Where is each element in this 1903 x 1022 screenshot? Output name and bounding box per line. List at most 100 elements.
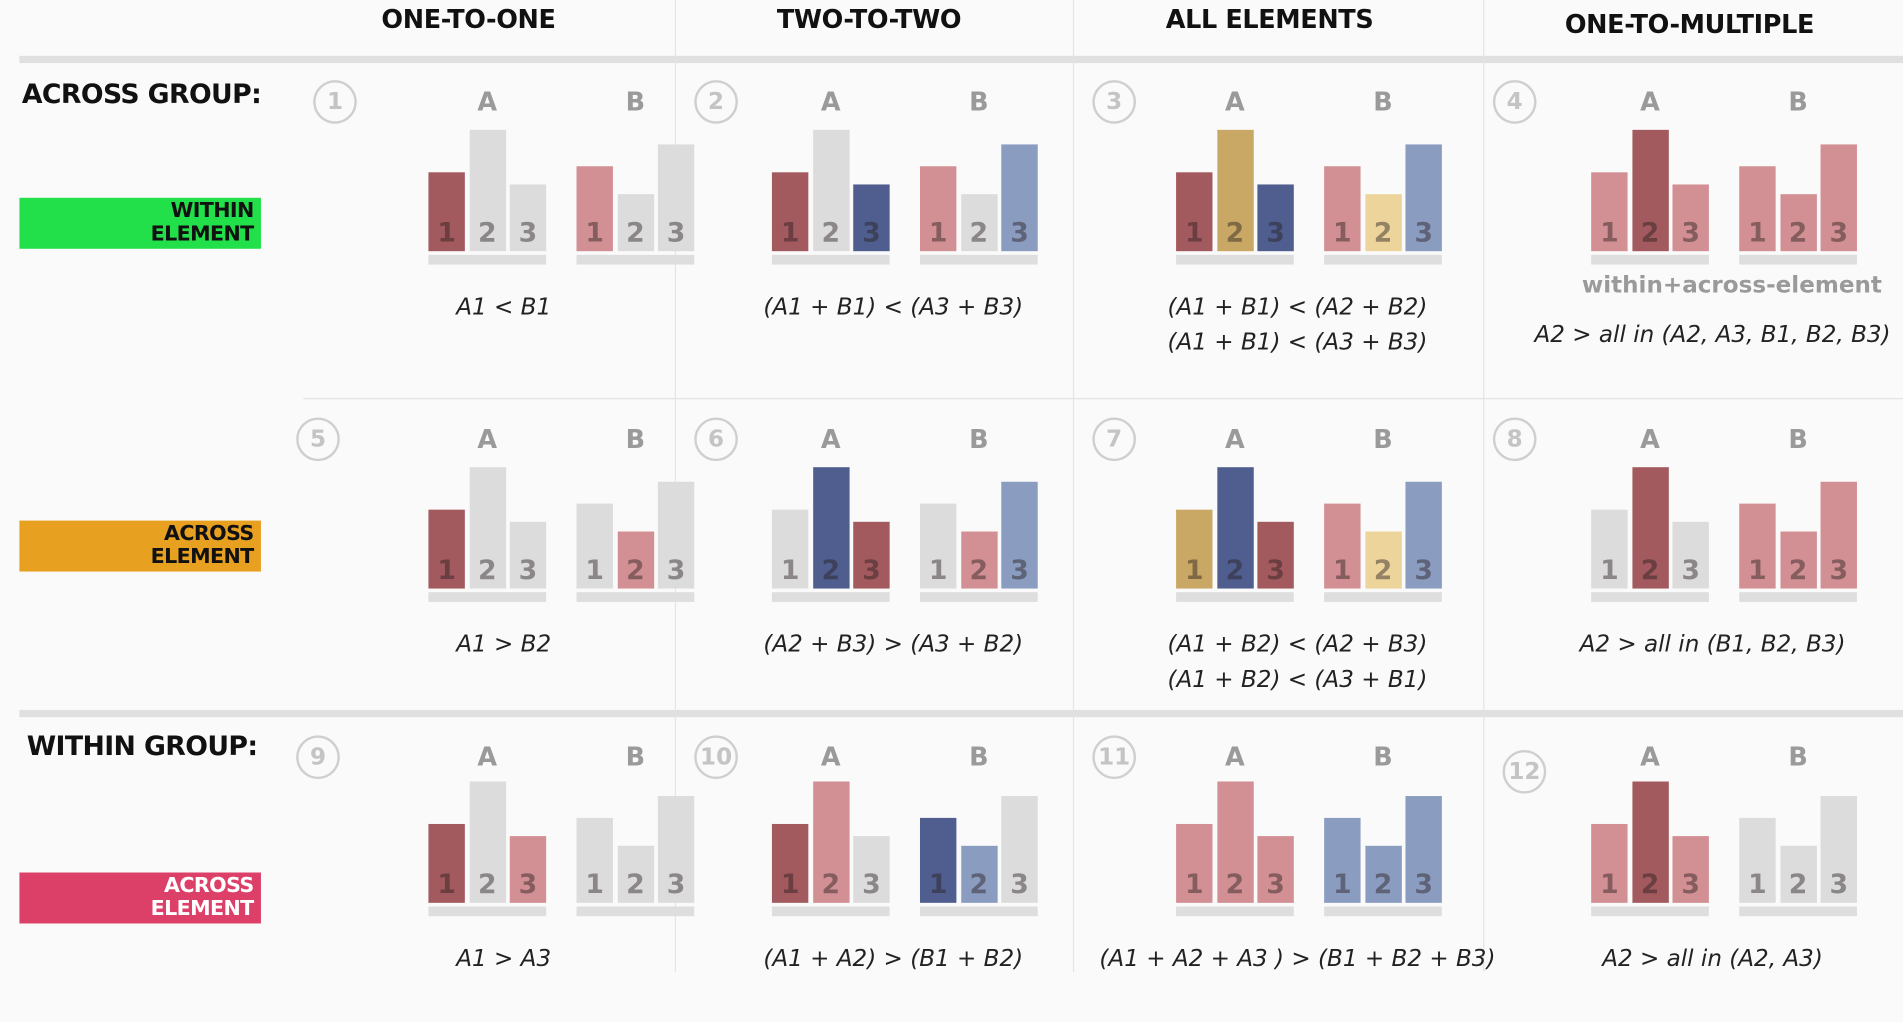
bar-number: 1 [1600, 218, 1619, 249]
cell-number-badge: 11 [1092, 735, 1137, 780]
group-label-a: A [477, 424, 498, 454]
bar-a2: 2 [1216, 467, 1254, 589]
bar-number: 3 [1414, 218, 1433, 249]
comparison-formula: (A1 + B1) < (A3 + B3) [1167, 328, 1428, 356]
comparison-formula: A1 < B1 [456, 293, 552, 321]
bar-a3: 3 [853, 521, 890, 589]
group-label-a: A [820, 742, 841, 772]
bar-a1: 1 [1591, 172, 1628, 252]
diagram-cell-9: 9 A 1 2 3 B 1 2 3 A1 > A3 [296, 718, 695, 1021]
bar-number: 2 [821, 555, 841, 587]
bar-a3: 3 [1672, 521, 1709, 589]
cell-number-badge: 2 [694, 80, 738, 124]
bar-number: 1 [1748, 870, 1767, 901]
bar-a1: 1 [428, 172, 465, 252]
diagram-cell-10: 10 A 1 2 3 B 1 2 3 (A1 + A2) > (B1 + B2) [675, 718, 1073, 1021]
bar-b3: 3 [1820, 144, 1857, 252]
bar-a2: 2 [812, 781, 849, 903]
row-label-within-group: WITHIN GROUP: [26, 731, 258, 763]
bar-a1: 1 [771, 509, 809, 589]
bar-a2: 2 [1216, 781, 1254, 903]
bar-number: 1 [1748, 555, 1767, 587]
bar-b2: 2 [1779, 531, 1817, 589]
group-baseline [771, 906, 890, 917]
bar-b2: 2 [960, 531, 998, 589]
group-label-b: B [625, 424, 646, 454]
group-label-a: A [1225, 424, 1245, 454]
bar-a1: 1 [1176, 823, 1213, 903]
comparison-formula: A1 > A3 [456, 945, 552, 973]
bar-number: 3 [862, 870, 881, 901]
bar-number: 3 [1829, 218, 1849, 249]
bar-a2: 2 [469, 129, 506, 252]
bar-b1: 1 [1739, 503, 1776, 589]
bar-b2: 2 [1779, 194, 1817, 252]
group-baseline [1324, 592, 1442, 602]
diagram-cell-1: 1 A 1 2 3 B 1 2 3 A1 < B1 [303, 63, 695, 366]
bar-a3: 3 [853, 836, 890, 903]
bar-number: 3 [1266, 870, 1285, 901]
bar-number: 2 [1225, 218, 1245, 249]
bar-a3: 3 [1257, 184, 1294, 252]
bar-b3: 3 [657, 144, 695, 252]
group-baseline [1739, 906, 1857, 917]
group-baseline [1591, 592, 1709, 602]
bar-number: 1 [1333, 555, 1352, 587]
bar-b1: 1 [1324, 166, 1361, 252]
bar-b1: 1 [576, 817, 613, 903]
bar-b3: 3 [657, 796, 695, 903]
cell-number-badge: 12 [1502, 749, 1547, 794]
group-baseline [919, 906, 1038, 917]
bar-b2: 2 [1779, 845, 1817, 903]
diagram-cell-11: 11 A 1 2 3 B 1 2 3 (A1 + A2 + A3 ) > (B1 + B2 + B… [1073, 718, 1495, 1021]
bar-number: 3 [1010, 218, 1029, 249]
bar-number: 3 [518, 218, 538, 249]
bar-a1: 1 [1591, 823, 1628, 903]
group-label-b: B [969, 87, 989, 117]
bar-a1: 1 [1176, 509, 1213, 589]
group-label-b: B [1373, 424, 1393, 454]
bar-number: 2 [1225, 870, 1245, 901]
bar-b1: 1 [1324, 503, 1361, 589]
bar-number: 2 [821, 218, 841, 249]
group-label-b: B [1788, 742, 1808, 772]
row-divider [303, 398, 1903, 400]
diagram-cell-12: 12 A 1 2 3 B 1 2 3 A2 > all in (A2, A3) [1483, 718, 1903, 1021]
group-label-a: A [1225, 742, 1245, 772]
column-divider [1483, 0, 1485, 973]
bar-b3: 3 [1405, 144, 1442, 252]
bar-number: 3 [1829, 555, 1849, 587]
bar-b1: 1 [919, 817, 957, 903]
group-baseline [771, 592, 890, 602]
bar-a3: 3 [1257, 836, 1294, 903]
bar-b3: 3 [1001, 144, 1038, 252]
bar-a2: 2 [1631, 129, 1669, 252]
bar-number: 1 [1333, 870, 1352, 901]
group-label-a: A [1640, 424, 1660, 454]
cell-number-badge: 3 [1092, 80, 1137, 124]
bar-a2: 2 [1216, 129, 1254, 252]
group-baseline [428, 906, 547, 917]
bar-number: 3 [1681, 870, 1700, 901]
group-label-a: A [477, 87, 498, 117]
bar-b3: 3 [1405, 796, 1442, 903]
group-label-b: B [625, 87, 646, 117]
bar-number: 2 [1373, 870, 1393, 901]
group-label-b: B [1373, 742, 1393, 772]
column-title-two-to-two: TWO-TO-TWO [776, 4, 962, 34]
bar-number: 2 [1373, 555, 1393, 587]
bar-number: 2 [626, 870, 645, 901]
bar-b1: 1 [576, 166, 613, 252]
comparison-formula: (A2 + B3) > (A3 + B2) [763, 631, 1024, 658]
bar-b2: 2 [1364, 531, 1402, 589]
group-label-b: B [969, 742, 989, 772]
cell-number-badge: 7 [1092, 417, 1137, 462]
comparison-formula: (A1 + B1) < (A2 + B2) [1167, 293, 1428, 321]
bar-number: 2 [1788, 555, 1808, 587]
bar-number: 1 [928, 555, 948, 587]
group-baseline [771, 254, 890, 265]
comparison-formula: A2 > all in (A2, A3, B1, B2, B3) [1534, 321, 1891, 349]
bar-number: 2 [969, 870, 989, 901]
group-baseline [428, 254, 547, 265]
tag-across-element-within-group: ACROSS ELEMENT [19, 872, 261, 924]
